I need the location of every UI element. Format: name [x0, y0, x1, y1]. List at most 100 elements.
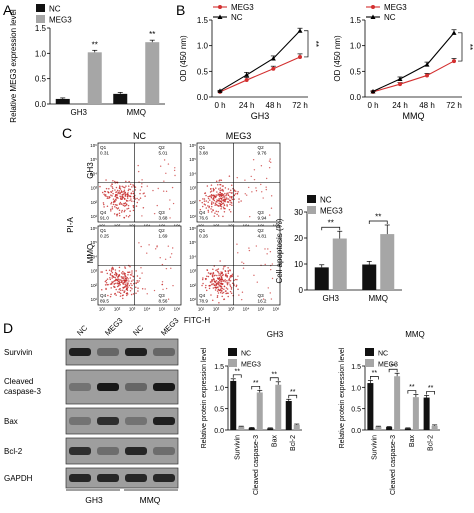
event-dot — [113, 273, 116, 276]
x-tick-label: 72 h — [292, 101, 308, 110]
event-dot — [122, 289, 124, 291]
event-dot — [133, 282, 135, 285]
event-dot — [109, 278, 112, 281]
blot-band — [97, 417, 119, 425]
event-dot — [222, 291, 225, 294]
y-tick-label: 0.5 — [197, 67, 209, 76]
event-dot — [125, 199, 128, 202]
event-dot — [223, 285, 226, 288]
quadrant-q2-label: Q2 — [159, 228, 166, 233]
blot-band — [69, 474, 91, 482]
event-dot — [119, 283, 121, 286]
event-dot — [136, 275, 139, 277]
event-dot — [122, 196, 125, 199]
event-dot — [207, 205, 209, 207]
event-dot — [199, 208, 202, 211]
event-dot — [229, 211, 232, 213]
event-dot — [162, 190, 165, 192]
event-dot — [114, 195, 117, 197]
event-dot — [222, 202, 225, 204]
bar-meg3-mmq — [380, 234, 395, 290]
event-dot — [120, 281, 122, 283]
event-dot — [118, 288, 120, 291]
line-meg3 — [219, 56, 301, 93]
event-dot — [159, 257, 161, 259]
event-dot — [100, 289, 103, 291]
event-dot — [118, 270, 121, 272]
event-dot — [114, 269, 117, 271]
event-dot — [116, 278, 118, 281]
event-dot — [126, 195, 129, 197]
bar-meg3-gh3 — [87, 52, 102, 104]
event-dot — [221, 185, 224, 187]
event-dot — [210, 281, 212, 283]
legend-swatch — [228, 348, 237, 356]
event-dot — [170, 253, 173, 255]
event-dot — [217, 281, 220, 283]
y-tick-label: 1.5 — [197, 16, 209, 25]
event-dot — [127, 200, 129, 202]
event-dot — [171, 186, 174, 189]
event-dot — [126, 289, 129, 291]
significance-marker: ** — [149, 30, 155, 39]
bar-nc-cleaved-caspase-3 — [386, 427, 393, 430]
lane-label: NC — [75, 323, 89, 337]
y-axis-label: Relative MEG3 expression level — [9, 9, 18, 123]
event-dot — [211, 283, 213, 285]
panel-c-apoptosis-bar-chart: 0 10 20 30 Cell apoptosis (%) ** GH3 ** MMQ NC MEG… — [275, 195, 402, 303]
event-dot — [242, 267, 245, 269]
blot-band — [153, 417, 175, 425]
event-dot — [212, 196, 215, 199]
event-dot — [205, 284, 207, 287]
event-dot — [156, 246, 158, 248]
event-dot — [205, 289, 208, 292]
event-dot — [127, 189, 130, 192]
event-dot — [117, 277, 119, 279]
y-tick-label: 0.0 — [350, 93, 362, 102]
event-dot — [136, 201, 139, 204]
event-dot — [267, 287, 269, 289]
axis-tick-label: 10¹ — [198, 307, 205, 312]
significance-bracket — [426, 391, 435, 395]
event-dot — [222, 193, 225, 196]
event-dot — [137, 281, 139, 283]
event-dot — [101, 191, 104, 194]
event-dot — [129, 188, 132, 191]
quadrant-q3-value: 9.94 — [258, 216, 267, 221]
event-dot — [208, 199, 211, 201]
significance-marker: ** — [290, 389, 296, 396]
event-dot — [210, 184, 213, 186]
event-dot — [205, 194, 207, 197]
event-dot — [270, 268, 272, 271]
row-label: MMQ — [86, 244, 95, 264]
event-dot — [115, 206, 118, 209]
chart-title: MMQ — [405, 330, 425, 339]
event-dot — [102, 202, 105, 204]
event-dot — [119, 279, 121, 281]
axis-tick-label: 10² — [91, 283, 98, 288]
legend-label: MEG3 — [384, 3, 407, 12]
x-tick-label: Survivin — [371, 435, 378, 460]
event-dot — [114, 204, 117, 206]
event-dot — [223, 204, 226, 206]
event-dot — [116, 282, 119, 284]
event-dot — [114, 189, 116, 191]
event-dot — [119, 197, 122, 200]
y-axis-label: PI-A — [66, 217, 75, 233]
axis-tick-label: 10³ — [129, 307, 136, 312]
event-dot — [244, 193, 246, 195]
event-dot — [129, 273, 132, 276]
bar-nc-survivin — [230, 380, 237, 430]
blot-band — [69, 383, 91, 391]
quadrant-q3-label: Q3 — [258, 293, 265, 298]
event-dot — [237, 190, 239, 193]
event-dot — [228, 196, 231, 198]
event-dot — [203, 200, 206, 202]
event-dot — [124, 204, 127, 207]
event-dot — [216, 290, 219, 292]
event-dot — [220, 275, 222, 277]
row-label: Bax — [4, 417, 18, 426]
event-dot — [112, 187, 114, 190]
significance-marker: ** — [328, 219, 334, 228]
